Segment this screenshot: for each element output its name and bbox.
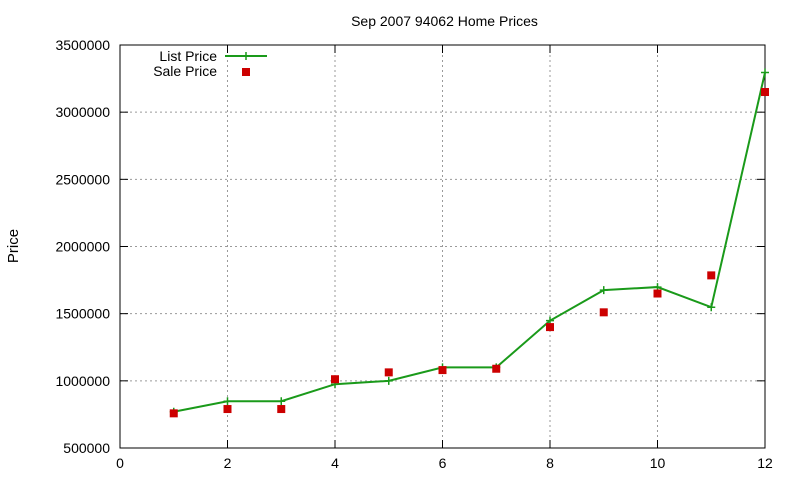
sale-price-point [384,368,393,377]
x-tick-label: 4 [331,455,339,471]
sale-price-point [546,323,554,332]
sale-price-point [331,375,339,384]
y-tick-label: 1500000 [55,306,110,322]
sale-price-point [653,289,662,298]
y-tick-label: 2500000 [55,171,110,187]
x-tick-label: 6 [439,455,447,471]
y-tick-label: 2000000 [55,239,110,255]
legend-marker-sale-price [242,68,250,76]
y-tick-label: 3000000 [55,104,110,120]
chart-title: Sep 2007 94062 Home Prices [351,13,538,29]
y-tick-labels: 500000 1000000 1500000 2000000 2500000 300000… [55,37,110,456]
y-axis-label: Price [5,229,22,263]
sale-price-point [277,405,286,414]
sale-price-point [761,88,769,97]
sale-price-point [492,364,501,373]
y-tick-label: 3500000 [55,37,110,53]
grid-lines [120,45,765,448]
legend-label-list-price: List Price [159,48,217,64]
x-tick-label: 12 [757,455,773,471]
sale-price-point [438,366,447,375]
sale-price-point [599,308,608,317]
legend-marker-list-price [242,52,250,60]
list-price-point [277,397,286,406]
legend-label-sale-price: Sale Price [153,63,217,79]
x-tick-label: 0 [116,455,124,471]
list-price-point [599,286,608,295]
sale-price-point [707,271,716,280]
list-price-point [384,376,393,385]
x-tick-labels: 0 2 4 6 8 10 12 [116,455,773,471]
list-price-line [173,72,766,413]
axis-ticks [119,44,766,449]
x-tick-label: 10 [650,455,666,471]
sale-price-point [223,405,232,414]
sale-price-point [169,409,178,418]
y-tick-label: 1000000 [55,373,110,389]
list-price-point [761,68,769,77]
list-price-point [707,303,716,312]
y-tick-label: 500000 [63,440,110,456]
list-price-point [223,397,232,406]
series-layer [169,68,769,418]
x-tick-label: 2 [224,455,232,471]
x-tick-label: 8 [546,455,554,471]
